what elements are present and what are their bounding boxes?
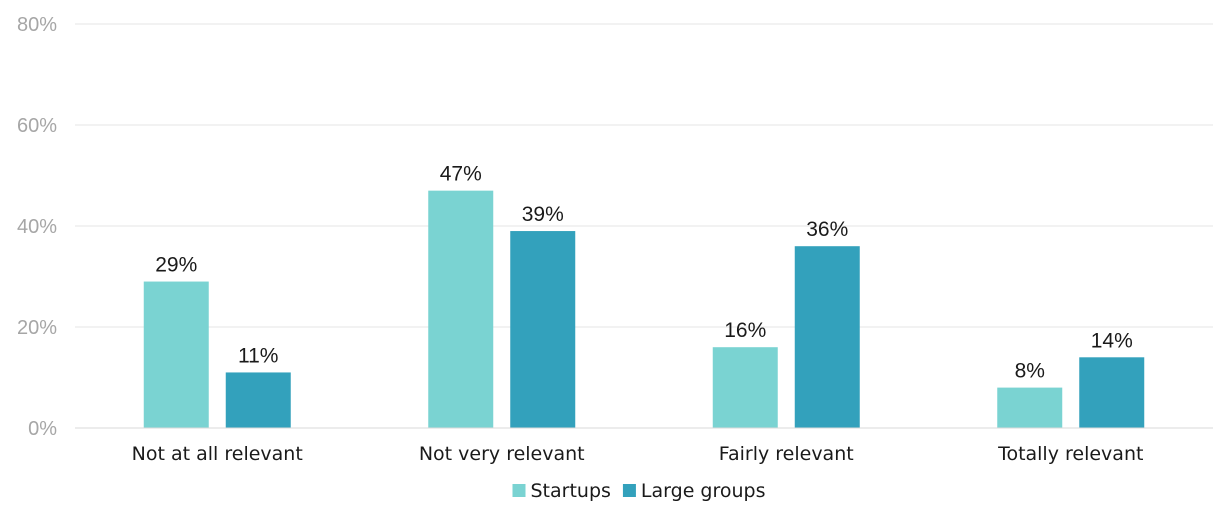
- bar-startups: [428, 190, 494, 428]
- bar-startups: [143, 281, 209, 428]
- data-label: 29%: [155, 254, 197, 277]
- legend: Startups Large groups: [512, 480, 766, 502]
- category-label: Not at all relevant: [132, 443, 303, 465]
- data-labels: 29% 11% 47% 39% 16% 36% 8% 14%: [155, 163, 1133, 383]
- bar-startups: [712, 347, 778, 428]
- legend-label: Startups: [531, 480, 611, 502]
- category-label: Fairly relevant: [719, 443, 854, 465]
- bar-large-groups: [510, 231, 576, 428]
- y-tick-label: 60%: [17, 115, 57, 137]
- data-label: 11%: [238, 344, 278, 367]
- category-label: Not very relevant: [419, 443, 585, 465]
- bar-startups: [997, 387, 1063, 428]
- category-label: Totally relevant: [997, 443, 1143, 465]
- data-label: 36%: [806, 218, 848, 241]
- y-tick-label: 80%: [17, 14, 57, 36]
- data-label: 14%: [1091, 329, 1133, 352]
- legend-swatch: [622, 484, 636, 497]
- y-tick-label: 40%: [17, 216, 57, 238]
- bar-large-groups: [1079, 357, 1145, 428]
- bar-large-groups: [794, 246, 860, 428]
- x-axis: Not at all relevant Not very relevant Fair…: [75, 427, 1213, 465]
- bars: [143, 190, 1145, 428]
- data-label: 47%: [440, 163, 482, 186]
- data-label: 8%: [1015, 360, 1045, 383]
- gridlines: [75, 23, 1213, 328]
- y-axis: 0% 20% 40% 60% 80%: [17, 14, 57, 440]
- y-tick-label: 0%: [28, 418, 57, 440]
- bar-large-groups: [225, 372, 291, 428]
- legend-label: Large groups: [641, 480, 766, 502]
- y-tick-label: 20%: [17, 317, 57, 339]
- data-label: 39%: [522, 203, 564, 226]
- data-label: 16%: [724, 319, 766, 342]
- legend-swatch: [512, 484, 526, 497]
